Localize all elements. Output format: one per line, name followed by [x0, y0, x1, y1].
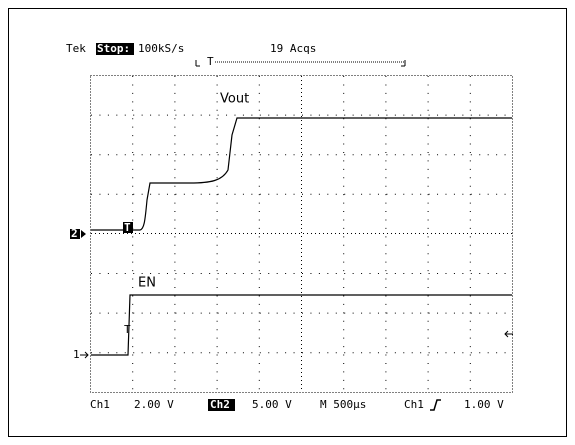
- ch1-label: Ch1: [90, 398, 110, 411]
- graticule: [90, 75, 513, 393]
- ch2-scale: 5.00 V: [252, 398, 292, 411]
- frame: [8, 8, 567, 437]
- ch2-marker: 2: [71, 227, 78, 240]
- trigger-position: T: [207, 55, 214, 68]
- trace-label: Vout: [220, 92, 249, 107]
- timebase: M 500µs: [320, 398, 366, 411]
- trigger-marker-box: [123, 222, 133, 233]
- brand: Tek: [66, 42, 86, 55]
- trigger-marker: T: [124, 323, 131, 336]
- ch2-box: [208, 399, 235, 411]
- ch2-label: Ch2: [210, 398, 230, 411]
- sample-rate: 100kS/s: [138, 42, 184, 55]
- acquisitions: 19 Acqs: [270, 42, 316, 55]
- ch1-marker: 1: [73, 348, 80, 361]
- ch2-marker-box: [70, 229, 80, 239]
- ch2-arrow: [81, 230, 86, 238]
- en-trace: [91, 294, 512, 356]
- state: Stop:: [97, 42, 130, 55]
- level-arrow: [504, 330, 513, 338]
- ch1-arrow: [80, 351, 89, 359]
- ch1-scale: 2.00 V: [134, 398, 174, 411]
- trigger-source: Ch1: [404, 398, 424, 411]
- trace-label: EN: [138, 276, 156, 291]
- vout-trace: [91, 117, 512, 231]
- trigger-level: 1.00 V: [464, 398, 504, 411]
- state-box: [96, 43, 134, 55]
- record-bar: [195, 60, 406, 67]
- trigger-slope: [430, 399, 441, 411]
- trigger-marker: T: [124, 221, 131, 234]
